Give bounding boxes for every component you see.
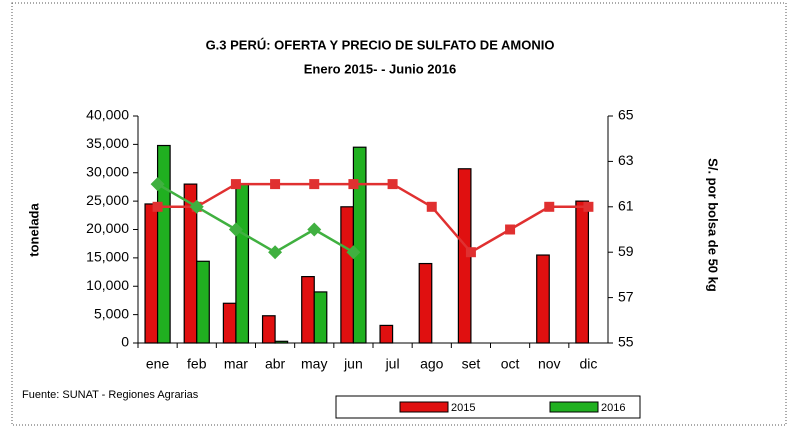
price-marker [309, 179, 320, 190]
x-tick-label: jun [343, 356, 363, 372]
y-tick-label: 25,000 [86, 192, 129, 208]
x-tick-label: feb [187, 356, 207, 372]
bar [575, 200, 590, 344]
x-tick-label: jul [385, 356, 400, 372]
x-tick-label: dic [579, 356, 597, 372]
price-marker [189, 199, 204, 214]
price-marker [465, 247, 476, 258]
price-marker [270, 179, 281, 190]
legend-label: 2016 [601, 402, 625, 414]
y2-tick-label: 61 [618, 198, 634, 214]
bar [235, 183, 250, 344]
price-marker [583, 201, 594, 212]
bar [274, 340, 289, 344]
x-tick-label: mar [224, 356, 248, 372]
y-axis-label: tonelada [26, 203, 41, 257]
y2-tick-label: 63 [618, 152, 634, 168]
price-marker [346, 245, 361, 260]
bar [313, 291, 328, 344]
y-tick-label: 35,000 [86, 135, 129, 151]
bar [352, 146, 367, 344]
price-marker [228, 222, 243, 237]
x-tick-label: abr [265, 356, 286, 372]
price-marker [387, 179, 398, 190]
price-marker [230, 179, 241, 190]
price-marker [268, 245, 283, 260]
y-tick-label: 5,000 [94, 305, 129, 321]
y2-axis-label: S/. por bolsa de 50 kg [706, 158, 721, 292]
x-tick-label: oct [501, 356, 520, 372]
price-marker [505, 224, 516, 235]
x-tick-label: ago [420, 356, 444, 372]
x-tick-label: nov [538, 356, 561, 372]
price-marker [348, 179, 359, 190]
y2-tick-label: 59 [618, 243, 634, 259]
x-tick-label: set [462, 356, 481, 372]
y2-tick-label: 65 [618, 107, 634, 123]
bar [144, 203, 159, 344]
bar [196, 260, 210, 344]
bar [536, 254, 550, 344]
price-line [156, 183, 355, 254]
y-tick-label: 30,000 [86, 163, 129, 179]
price-line [157, 182, 589, 254]
y-tick-label: 40,000 [86, 107, 129, 123]
chart-title: G.3 PERÚ: OFERTA Y PRECIO DE SULFATO DE … [206, 37, 555, 52]
source: Fuente: SUNAT - Regiones Agrarias [22, 389, 199, 401]
chart-subtitle: Enero 2015- - Junio 2016 [304, 61, 456, 76]
legend-swatch [399, 401, 449, 413]
frame [11, 2, 787, 426]
x-tick-label: ene [146, 356, 170, 372]
bar [418, 262, 433, 344]
bar [340, 206, 355, 344]
price-marker [426, 201, 437, 212]
price-marker [307, 222, 322, 237]
bar [301, 276, 315, 344]
price-marker [544, 201, 555, 212]
y-tick-label: 10,000 [86, 277, 129, 293]
bar [379, 324, 394, 344]
y-tick-label: 0 [121, 334, 129, 350]
legend-swatch [549, 401, 599, 413]
x-tick-label: may [301, 356, 327, 372]
bar [156, 144, 171, 344]
bar [261, 315, 276, 344]
y2-tick-label: 55 [618, 334, 634, 350]
y-tick-label: 15,000 [86, 249, 129, 265]
y2-tick-label: 57 [618, 288, 634, 304]
price-marker [152, 201, 163, 212]
bar [222, 302, 237, 344]
price-marker [150, 177, 165, 192]
legend-label: 2015 [451, 402, 475, 414]
y-tick-label: 20,000 [86, 220, 129, 236]
